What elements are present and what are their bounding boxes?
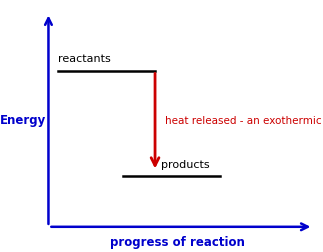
Text: progress of reaction: progress of reaction	[110, 236, 245, 249]
Text: heat released - an exothermic change: heat released - an exothermic change	[165, 116, 323, 126]
Text: products: products	[162, 160, 210, 170]
Text: reactants: reactants	[58, 54, 111, 64]
Text: Energy: Energy	[0, 114, 46, 128]
